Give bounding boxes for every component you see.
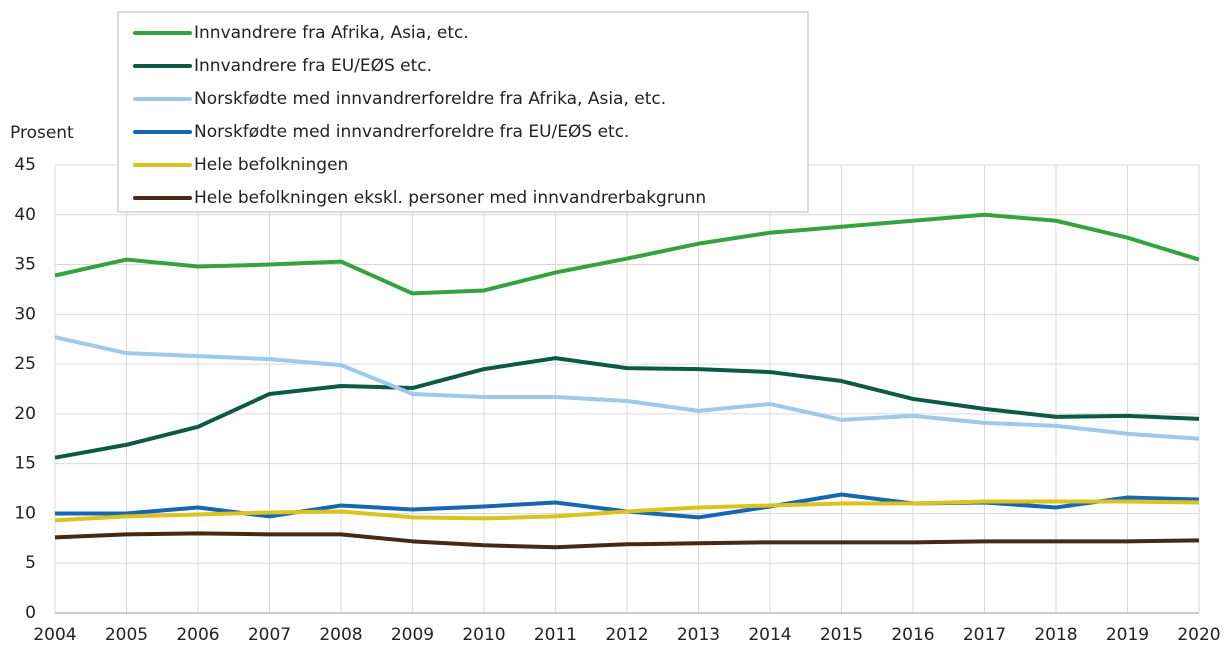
- series-line: [54, 531, 1200, 550]
- x-tick-label: 2011: [534, 625, 577, 645]
- y-tick-label: 30: [14, 304, 36, 324]
- y-tick-label: 0: [25, 603, 36, 623]
- y-tick-label: 10: [14, 503, 36, 523]
- legend-label: Innvandrere fra EU/EØS etc.: [194, 56, 432, 76]
- x-tick-label: 2020: [1177, 625, 1220, 645]
- y-tick-label: 35: [14, 255, 36, 275]
- x-tick-label: 2013: [677, 625, 720, 645]
- x-tick-label: 2009: [391, 625, 434, 645]
- x-tick-label: 2018: [1034, 625, 1077, 645]
- x-tick-label: 2004: [33, 625, 76, 645]
- legend-label: Norskfødte med innvandrerforeldre fra Af…: [194, 89, 666, 109]
- x-tick-label: 2012: [605, 625, 648, 645]
- x-tick-label: 2008: [319, 625, 362, 645]
- series-line: [54, 212, 1200, 296]
- x-tick-label: 2005: [105, 625, 148, 645]
- x-tick-label: 2006: [176, 625, 219, 645]
- legend-label: Hele befolkningen: [194, 155, 348, 175]
- y-tick-label: 5: [25, 553, 36, 573]
- x-tick-label: 2007: [248, 625, 291, 645]
- legend-label: Hele befolkningen ekskl. personer med in…: [194, 188, 706, 208]
- x-tick-label: 2015: [820, 625, 863, 645]
- x-tick-label: 2019: [1106, 625, 1149, 645]
- x-tick-label: 2010: [462, 625, 505, 645]
- x-tick-label: 2016: [891, 625, 934, 645]
- y-tick-label: 40: [14, 205, 36, 225]
- legend-box: [117, 11, 809, 213]
- series-line: [54, 356, 1200, 460]
- series-line: [54, 499, 1200, 523]
- y-tick-label: 15: [14, 454, 36, 474]
- series-line: [54, 335, 1200, 441]
- legend-label: Innvandrere fra Afrika, Asia, etc.: [194, 23, 469, 43]
- x-tick-label: 2014: [748, 625, 791, 645]
- y-tick-label: 45: [14, 155, 36, 175]
- x-tick-label: 2017: [963, 625, 1006, 645]
- y-tick-label: 25: [14, 354, 36, 374]
- y-tick-label: 20: [14, 404, 36, 424]
- legend-label: Norskfødte med innvandrerforeldre fra EU…: [194, 122, 629, 142]
- y-axis-label: Prosent: [10, 123, 74, 143]
